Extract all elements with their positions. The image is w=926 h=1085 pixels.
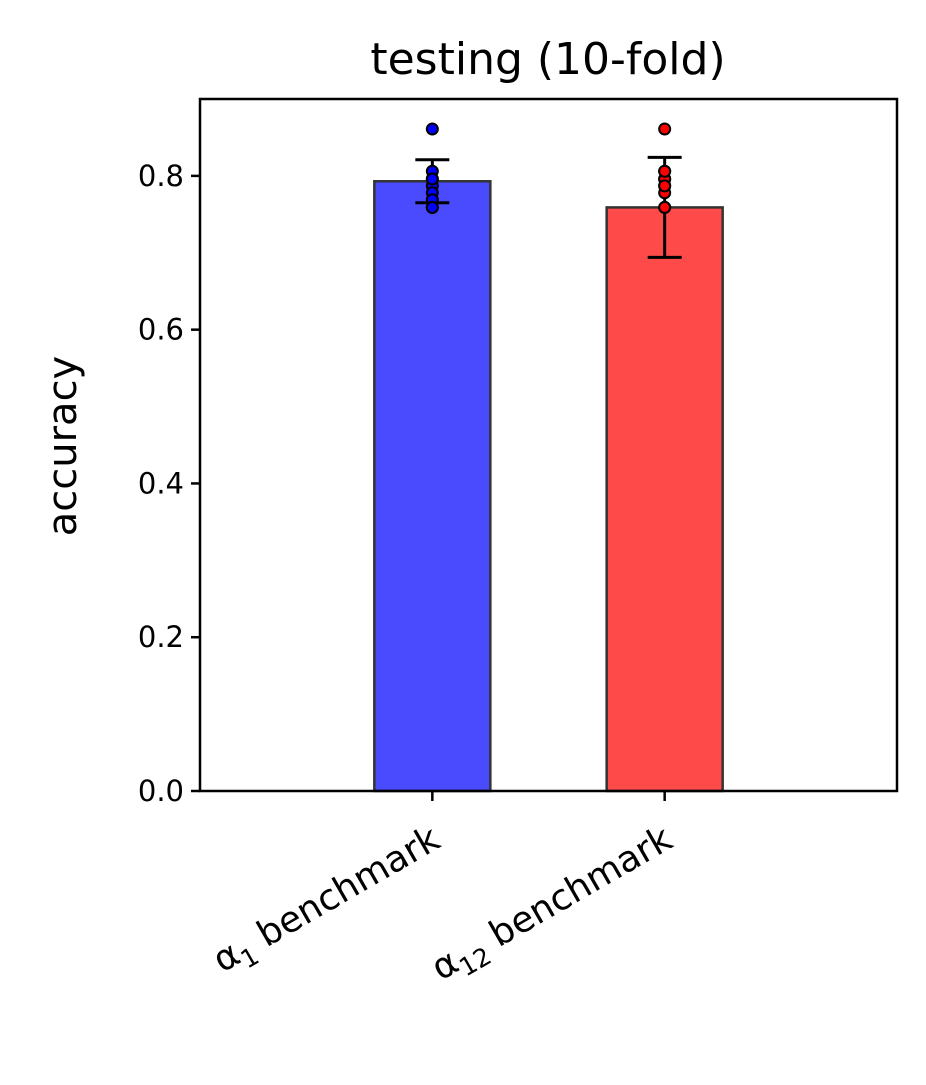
fold-points (425, 122, 672, 214)
x-tick-label-2: α12 benchmark (425, 818, 683, 994)
fold-point-2 (658, 122, 672, 136)
fold-point-1 (425, 122, 439, 136)
x-label-text: benchmark (240, 818, 447, 961)
fold-point-2 (658, 200, 672, 214)
y-axis-ticks: 0.0 0.2 0.4 0.6 0.8 (138, 159, 200, 808)
bar-1 (373, 180, 492, 793)
y-tick-label: 0.2 (138, 620, 184, 654)
x-tick-label-1: α1 benchmark (206, 818, 450, 986)
y-tick-label: 0.4 (138, 466, 184, 500)
y-tick-label: 0.0 (138, 774, 184, 808)
axes-frame (198, 97, 899, 793)
chart-title: testing (10-fold) (370, 34, 725, 85)
x-label-text: benchmark (473, 818, 680, 961)
fold-point-2 (658, 164, 672, 178)
fold-point-1 (425, 172, 439, 186)
y-axis-label: accuracy (40, 356, 86, 536)
y-tick-label: 0.6 (138, 313, 184, 347)
fold-point-2 (658, 179, 672, 193)
bars (373, 180, 724, 793)
fold-point-1 (425, 200, 439, 214)
bar-2 (605, 206, 724, 793)
y-tick-label: 0.8 (138, 159, 184, 193)
